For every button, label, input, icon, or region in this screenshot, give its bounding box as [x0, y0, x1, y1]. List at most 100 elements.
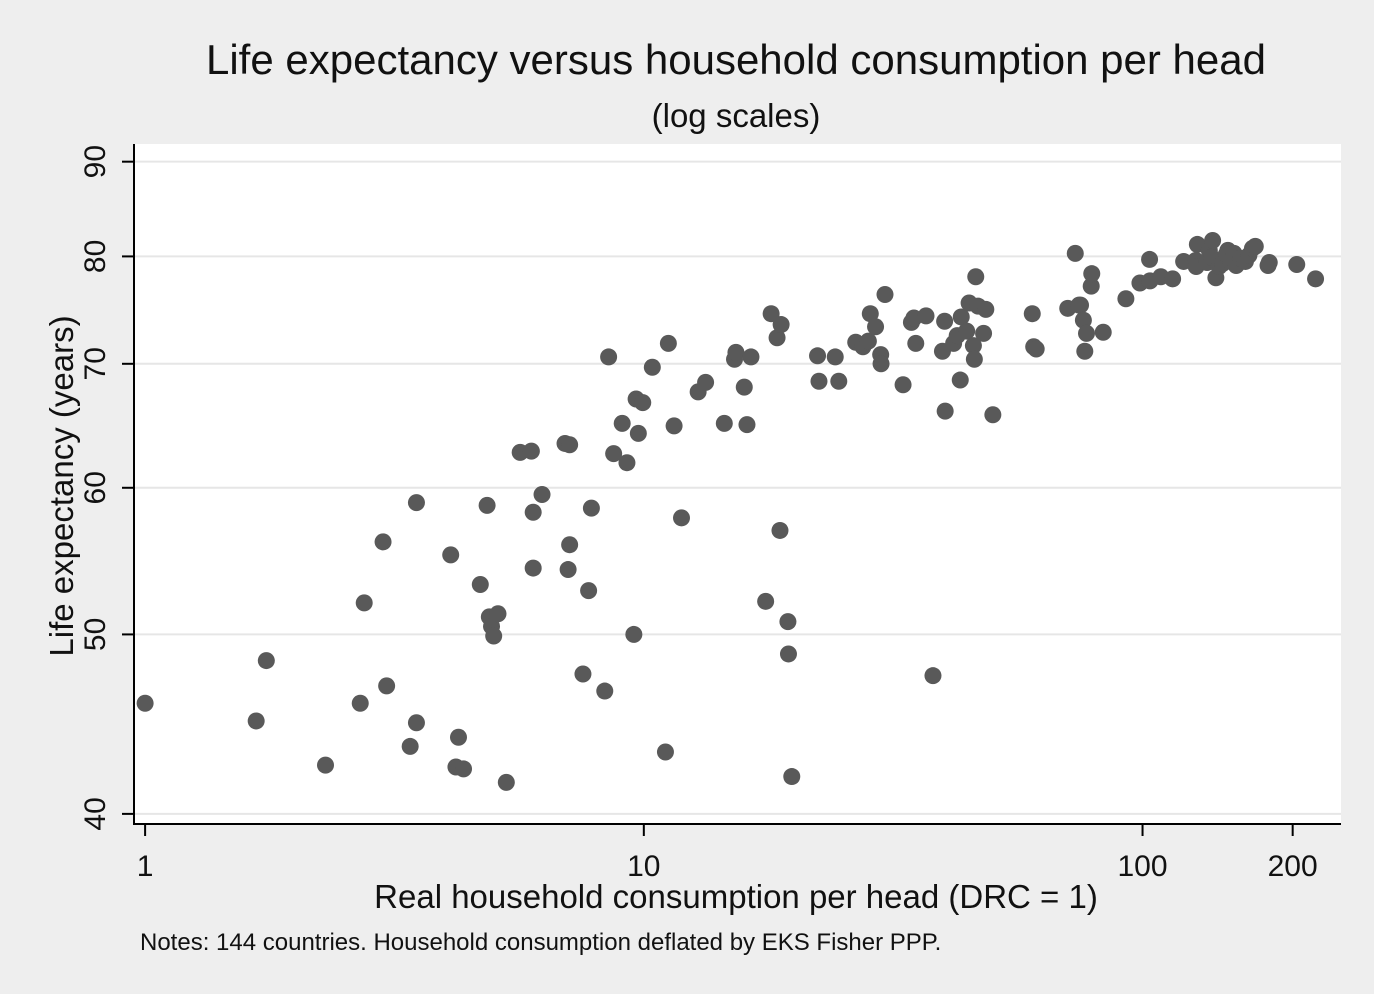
data-point — [485, 627, 503, 645]
data-point — [455, 760, 473, 778]
data-point — [1307, 270, 1325, 288]
data-point — [449, 728, 467, 746]
data-point — [1083, 265, 1101, 283]
data-point — [861, 305, 879, 323]
data-point — [401, 737, 419, 755]
y-tick-label: 60 — [79, 471, 112, 504]
data-point — [924, 667, 942, 685]
data-point — [762, 305, 780, 323]
data-point — [977, 300, 995, 318]
data-point — [665, 417, 683, 435]
data-point — [715, 414, 733, 432]
data-point — [673, 509, 691, 527]
data-point — [1141, 250, 1159, 268]
y-tick-label: 40 — [79, 797, 112, 830]
data-point — [779, 613, 797, 631]
data-point — [958, 322, 976, 340]
data-point — [561, 536, 579, 554]
data-point — [643, 358, 661, 376]
data-point — [625, 625, 643, 643]
data-point — [317, 756, 335, 774]
y-tick-label: 70 — [79, 347, 112, 380]
grid-lines — [134, 160, 1341, 815]
x-tick-label: 1 — [137, 850, 154, 883]
data-point — [407, 714, 425, 732]
data-point — [442, 546, 460, 564]
data-point — [605, 445, 623, 463]
x-tick-label: 100 — [1118, 850, 1168, 883]
data-point — [656, 743, 674, 761]
data-point — [497, 773, 515, 791]
data-point — [894, 376, 912, 394]
data-point — [489, 605, 507, 623]
data-point — [247, 712, 265, 730]
data-point — [257, 652, 275, 670]
data-point — [1023, 305, 1041, 323]
data-point — [559, 561, 577, 579]
data-points — [136, 231, 1325, 791]
data-point — [1204, 231, 1222, 249]
data-point — [757, 592, 775, 610]
data-point — [136, 694, 154, 712]
y-tick-label: 90 — [79, 145, 112, 178]
data-point — [826, 348, 844, 366]
data-point — [772, 316, 790, 334]
data-point — [629, 424, 647, 442]
data-point — [1094, 323, 1112, 341]
data-point — [1246, 237, 1264, 255]
data-point — [1076, 342, 1094, 360]
data-point — [951, 371, 969, 389]
data-point — [374, 533, 392, 551]
data-point — [407, 494, 425, 512]
data-point — [810, 372, 828, 390]
data-point — [964, 337, 982, 355]
data-point — [1082, 277, 1100, 295]
data-point — [582, 499, 600, 517]
y-tick-label: 80 — [79, 240, 112, 273]
plot-area — [134, 144, 1341, 824]
data-point — [967, 268, 985, 286]
data-point — [478, 496, 496, 514]
axes: 40 50 60 70 80 90 1 10 100 200 — [79, 144, 1341, 883]
data-point — [574, 665, 592, 683]
data-point — [783, 768, 801, 786]
data-point — [1117, 290, 1135, 308]
data-point — [768, 329, 786, 347]
data-point — [975, 324, 993, 342]
data-point — [524, 559, 542, 577]
data-point — [984, 406, 1002, 424]
data-point — [867, 318, 885, 336]
data-point — [471, 576, 489, 594]
y-tick-label: 50 — [79, 618, 112, 651]
data-point — [1027, 340, 1045, 358]
data-point — [561, 436, 579, 454]
data-point — [965, 350, 983, 368]
data-point — [613, 414, 631, 432]
data-point — [872, 355, 890, 373]
data-point — [533, 486, 551, 504]
y-axis-label: Life expectancy (years) — [43, 315, 80, 657]
data-point — [634, 394, 652, 412]
chart-note: Notes: 144 countries. Household consumpt… — [140, 929, 942, 956]
data-point — [727, 343, 745, 361]
data-point — [697, 373, 715, 391]
data-point — [596, 682, 614, 700]
data-point — [742, 348, 760, 366]
data-point — [936, 402, 954, 420]
data-point — [1164, 270, 1182, 288]
chart-title: Life expectancy versus household consump… — [205, 36, 1266, 83]
data-point — [936, 312, 954, 330]
x-axis-label: Real household consumption per head (DRC… — [374, 878, 1098, 915]
data-point — [1077, 324, 1095, 342]
data-point — [859, 332, 877, 350]
data-point — [600, 348, 618, 366]
data-point — [809, 347, 827, 365]
data-point — [917, 307, 935, 325]
data-point — [659, 334, 677, 352]
data-point — [779, 645, 797, 663]
data-point — [830, 372, 848, 390]
data-point — [1066, 244, 1084, 262]
data-point — [580, 582, 598, 600]
data-point — [1074, 311, 1092, 329]
